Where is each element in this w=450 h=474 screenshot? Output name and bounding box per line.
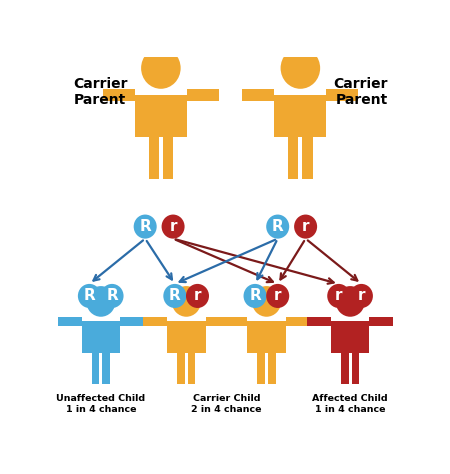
FancyBboxPatch shape [243, 89, 274, 101]
FancyBboxPatch shape [135, 95, 187, 137]
Text: Carrier
Parent: Carrier Parent [74, 77, 128, 107]
FancyBboxPatch shape [188, 353, 195, 383]
FancyBboxPatch shape [163, 137, 173, 179]
Circle shape [243, 284, 266, 308]
FancyBboxPatch shape [92, 353, 99, 383]
Circle shape [252, 286, 281, 317]
Circle shape [266, 215, 289, 238]
FancyBboxPatch shape [288, 137, 298, 179]
Text: R: R [140, 219, 151, 234]
Text: R: R [106, 289, 118, 303]
Text: r: r [335, 289, 342, 303]
FancyBboxPatch shape [351, 353, 359, 383]
Text: r: r [169, 219, 177, 234]
Text: Affected Child
1 in 4 chance: Affected Child 1 in 4 chance [312, 394, 388, 414]
Text: r: r [194, 289, 201, 303]
FancyBboxPatch shape [120, 317, 144, 326]
FancyBboxPatch shape [103, 89, 135, 101]
FancyBboxPatch shape [326, 89, 358, 101]
Circle shape [186, 284, 209, 308]
Text: R: R [84, 289, 95, 303]
Circle shape [266, 284, 289, 308]
Text: R: R [249, 289, 261, 303]
Circle shape [134, 215, 157, 238]
Circle shape [100, 284, 124, 308]
Text: r: r [302, 219, 309, 234]
FancyBboxPatch shape [286, 317, 310, 326]
FancyBboxPatch shape [167, 321, 206, 353]
FancyBboxPatch shape [206, 317, 229, 326]
Circle shape [172, 286, 201, 317]
FancyBboxPatch shape [177, 353, 185, 383]
Circle shape [281, 47, 320, 89]
FancyBboxPatch shape [58, 317, 82, 326]
FancyBboxPatch shape [82, 321, 120, 353]
FancyBboxPatch shape [369, 317, 393, 326]
Text: Carrier Child
2 in 4 chance: Carrier Child 2 in 4 chance [191, 394, 262, 414]
FancyBboxPatch shape [148, 137, 159, 179]
FancyBboxPatch shape [144, 317, 167, 326]
FancyBboxPatch shape [274, 95, 326, 137]
Circle shape [78, 284, 101, 308]
Circle shape [163, 284, 186, 308]
Circle shape [86, 286, 116, 317]
FancyBboxPatch shape [331, 321, 369, 353]
Circle shape [336, 286, 365, 317]
FancyBboxPatch shape [187, 89, 219, 101]
Text: r: r [358, 289, 365, 303]
Text: Carrier
Parent: Carrier Parent [333, 77, 387, 107]
Circle shape [294, 215, 317, 238]
FancyBboxPatch shape [341, 353, 349, 383]
Circle shape [350, 284, 373, 308]
FancyBboxPatch shape [302, 137, 313, 179]
Circle shape [141, 47, 180, 89]
FancyBboxPatch shape [307, 317, 331, 326]
Circle shape [162, 215, 184, 238]
FancyBboxPatch shape [268, 353, 275, 383]
Text: R: R [169, 289, 181, 303]
Circle shape [327, 284, 350, 308]
Text: R: R [272, 219, 284, 234]
FancyBboxPatch shape [224, 317, 248, 326]
FancyBboxPatch shape [257, 353, 265, 383]
Text: r: r [274, 289, 281, 303]
Text: Unaffected Child
1 in 4 chance: Unaffected Child 1 in 4 chance [56, 394, 145, 414]
FancyBboxPatch shape [248, 321, 286, 353]
FancyBboxPatch shape [102, 353, 110, 383]
